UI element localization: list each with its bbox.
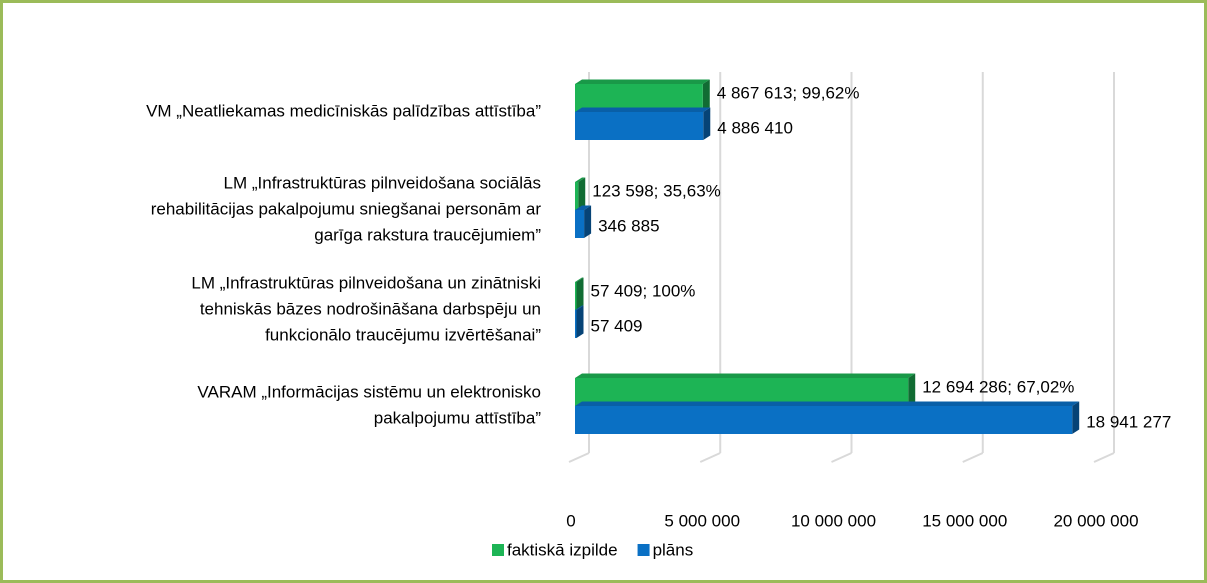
bar-top [575,305,584,310]
bar [575,79,710,112]
x-tick-label: 10 000 000 [791,511,876,530]
bar-side [702,79,710,112]
bar [575,401,1080,434]
bar-front [575,84,703,112]
category-label: garīga rakstura traucējumiem” [314,225,541,244]
bar-top [575,107,711,112]
floor-line [699,452,721,463]
legend-swatch [637,544,650,556]
floor-line [831,452,852,463]
bar-side [578,177,586,210]
category-label: pakalpojumu attīstība” [374,408,542,427]
x-tick-label: 5 000 000 [664,511,740,530]
bar-side [576,277,584,310]
category-label: rehabilitācijas pakalpojumu sniegšanai p… [151,199,542,218]
bar [575,277,584,310]
bar-side [703,107,711,140]
legend-swatch [492,544,504,556]
bar-front [575,210,585,238]
bar-front [575,112,704,140]
data-label: 57 409 [591,316,643,335]
bar-front [575,182,579,210]
bar-top [575,401,1080,406]
x-tick-label: 20 000 000 [1053,511,1138,530]
bar [575,107,711,140]
bar-side [1072,401,1080,434]
bar-side [576,305,584,338]
category-label: VM „Neatliekamas medicīniskās palīdzības… [146,101,541,120]
bar [575,177,586,210]
data-label: 12 694 286; 67,02% [922,377,1074,396]
data-label: 346 885 [598,216,659,235]
bar-front [575,310,577,338]
category-label: funkcionālo traucējumu izvērtēšanai” [265,325,541,344]
bar-top [575,79,710,84]
bar-top [575,177,586,182]
bar-side [908,373,916,406]
category-label: VARAM „Informācijas sistēmu un elektroni… [197,382,541,401]
data-label: 4 867 613; 99,62% [717,83,860,102]
x-tick-label: 15 000 000 [922,511,1007,530]
legend-label: faktiskā izpilde [507,540,618,559]
bar-top [575,277,584,282]
bar-front [575,282,577,310]
floor-line [568,452,590,463]
bar-top [575,373,916,378]
category-label: LM „Infrastruktūras pilnveidošana un zin… [191,273,541,292]
category-label: tehniskās bāzes nodrošināšana darbspēju … [200,299,541,318]
data-label: 18 941 277 [1086,412,1171,431]
legend-label: plāns [653,540,694,559]
category-label: LM „Infrastruktūras pilnveidošana sociāl… [224,173,541,192]
bar [575,205,592,238]
data-label: 4 886 410 [717,118,793,137]
floor-line [962,452,984,463]
bar-top [575,205,592,210]
bar [575,373,916,406]
data-label: 123 598; 35,63% [592,181,721,200]
bar-side [584,205,592,238]
data-label: 57 409; 100% [591,281,696,300]
bar [575,305,584,338]
floor-line [1093,452,1115,463]
bar-front [575,406,1073,434]
x-tick-label: 0 [566,511,575,530]
bar-front [575,378,909,406]
